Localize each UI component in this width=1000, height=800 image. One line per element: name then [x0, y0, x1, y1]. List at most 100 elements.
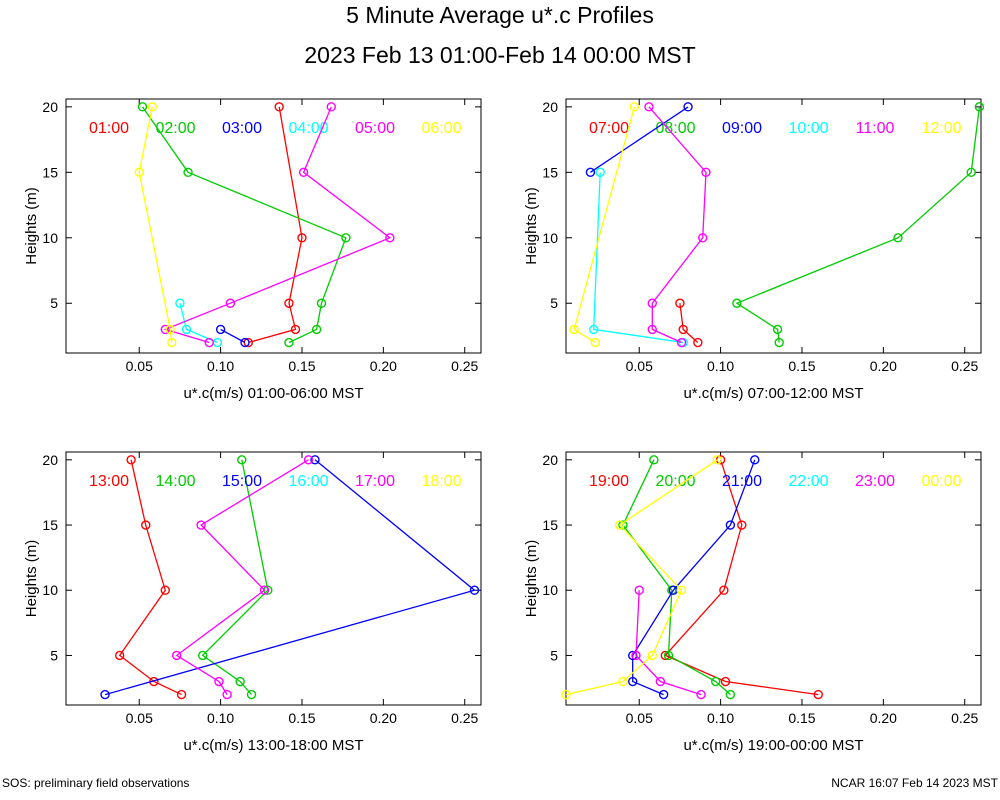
- data-point: [644, 102, 654, 112]
- legend-entry: 22:00: [788, 473, 828, 490]
- series-0800: [732, 102, 985, 348]
- legend-entry: 01:00: [89, 120, 129, 137]
- legend-entry: 12:00: [921, 120, 961, 137]
- x-tick-label: 0.20: [370, 358, 397, 374]
- series-line: [141, 106, 347, 344]
- x-tick-label: 0.10: [707, 710, 734, 726]
- x-tick-label: 0.20: [870, 710, 897, 726]
- series-0700: [675, 298, 703, 348]
- legend-entry: 16:00: [288, 473, 328, 490]
- data-point: [966, 167, 976, 178]
- series-1900: [660, 455, 823, 700]
- data-point: [615, 520, 625, 530]
- data-point: [628, 676, 638, 687]
- data-point: [711, 676, 721, 687]
- legend-entry: 07:00: [589, 120, 629, 137]
- data-point: [629, 102, 640, 112]
- series-0200: [137, 102, 351, 348]
- data-point: [222, 689, 232, 700]
- y-tick-label: 10: [542, 582, 558, 598]
- panel-2: 0.05 0.10 0.15 0.20 0.25 5 10 15 20 u*.c(m/s) 07:…: [523, 98, 985, 402]
- data-point: [658, 689, 669, 700]
- data-point: [297, 233, 307, 243]
- data-point: [774, 337, 784, 348]
- data-point: [274, 102, 284, 112]
- series-line: [735, 106, 981, 343]
- plot-frame: [565, 451, 982, 706]
- data-point: [618, 676, 628, 687]
- data-point: [326, 102, 336, 112]
- panel-4: 0.05 0.10 0.15 0.20 0.25 5 10 15 20 u*.c(m/s) 19:…: [523, 451, 982, 754]
- data-point: [316, 298, 327, 308]
- x-tick-label: 0.15: [288, 358, 315, 374]
- data-point: [732, 298, 742, 308]
- series-line: [201, 459, 269, 696]
- data-point: [167, 337, 177, 348]
- data-point: [341, 233, 351, 243]
- x-tick-label: 0.05: [626, 358, 653, 374]
- legend-entry: 13:00: [89, 473, 129, 490]
- series-line: [590, 106, 689, 173]
- data-point: [240, 337, 250, 348]
- data-point: [634, 585, 644, 595]
- series-0500: [160, 102, 395, 348]
- legend-entry: 19:00: [589, 473, 629, 490]
- data-point: [214, 676, 224, 687]
- series-0000: [561, 455, 723, 700]
- data-point: [290, 324, 301, 335]
- data-point: [725, 689, 736, 700]
- legend-entry: 00:00: [921, 473, 961, 490]
- legend-entry: 11:00: [856, 120, 895, 137]
- data-point: [569, 324, 579, 335]
- data-point: [893, 233, 903, 243]
- x-tick-label: 0.25: [451, 710, 478, 726]
- y-tick-label: 5: [550, 295, 558, 311]
- data-point: [588, 324, 599, 335]
- data-point: [204, 337, 214, 348]
- x-tick-label: 0.20: [370, 710, 397, 726]
- y-axis-label: Heights (m): [523, 187, 540, 265]
- legend-entry: 02:00: [155, 120, 195, 137]
- data-point: [683, 102, 693, 112]
- y-tick-label: 20: [542, 99, 558, 115]
- data-point: [712, 455, 723, 465]
- data-point: [678, 324, 688, 335]
- data-point: [693, 337, 703, 348]
- legend-entry: 20:00: [655, 473, 695, 490]
- x-tick-label: 0.25: [951, 358, 978, 374]
- data-point: [160, 324, 170, 335]
- series-0900: [585, 102, 693, 178]
- data-point: [647, 650, 657, 661]
- data-point: [719, 585, 729, 595]
- data-point: [655, 676, 666, 687]
- x-axis-label: u*.c(m/s) 19:00-00:00 MST: [683, 737, 863, 754]
- data-point: [225, 298, 236, 308]
- data-point: [663, 650, 674, 661]
- data-point: [298, 167, 309, 178]
- series-line: [565, 459, 718, 696]
- series-1300: [115, 455, 187, 700]
- series-line: [622, 459, 731, 696]
- series-1200: [569, 102, 640, 348]
- legend-entry: 21:00: [722, 473, 762, 490]
- y-tick-label: 10: [542, 230, 558, 246]
- series-line: [664, 459, 819, 696]
- data-point: [235, 676, 245, 687]
- data-point: [676, 585, 687, 595]
- data-point: [303, 455, 314, 465]
- data-point: [196, 520, 206, 530]
- x-tick-label: 0.15: [788, 710, 815, 726]
- data-point: [176, 689, 187, 700]
- data-point: [647, 324, 657, 335]
- data-point: [165, 324, 175, 335]
- series-line: [635, 590, 702, 696]
- data-point: [701, 167, 711, 178]
- y-tick-label: 20: [42, 99, 58, 115]
- series-1400: [198, 455, 273, 700]
- data-point: [647, 298, 657, 308]
- y-tick-label: 5: [50, 295, 58, 311]
- y-axis-label: Heights (m): [23, 540, 40, 618]
- data-point: [160, 585, 170, 595]
- series-line: [118, 459, 182, 696]
- y-tick-label: 20: [42, 452, 58, 468]
